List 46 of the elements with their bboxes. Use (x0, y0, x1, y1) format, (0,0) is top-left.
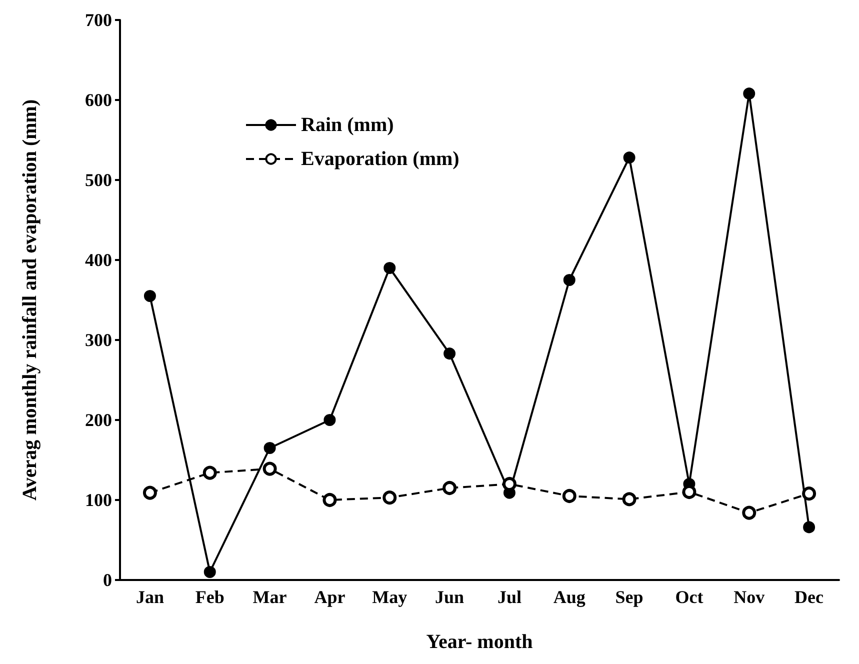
point (204, 566, 216, 578)
point (803, 521, 816, 534)
x-tick-label: Apr (314, 587, 346, 607)
y-tick-label: 200 (85, 410, 112, 430)
x-tick-label: Dec (794, 587, 824, 607)
point (442, 481, 457, 495)
point (622, 492, 636, 506)
x-tick-label: Mar (252, 587, 287, 607)
point (682, 485, 696, 499)
y-tick-label: 400 (85, 250, 112, 270)
point (623, 152, 636, 164)
point (502, 477, 516, 491)
point (563, 274, 576, 286)
point (382, 490, 397, 505)
point (384, 262, 396, 274)
point (743, 88, 756, 100)
y-tick-label: 0 (103, 570, 112, 590)
point (202, 466, 217, 480)
y-axis-title: Averag monthly rainfall and evaporation (mm) (19, 99, 41, 501)
x-tick-label: May (372, 587, 408, 607)
point (144, 290, 156, 302)
x-axis-title: Year- month (426, 631, 533, 653)
point (324, 414, 336, 426)
x-tick-label: Sep (615, 587, 644, 607)
x-tick-label: Jun (435, 587, 464, 607)
point (742, 506, 756, 520)
y-tick-label: 100 (85, 490, 112, 510)
point (562, 489, 576, 503)
legend-label: Evaporation (mm) (301, 148, 460, 170)
y-tick-label: 700 (85, 10, 112, 30)
y-tick-label: 600 (85, 90, 112, 110)
point (322, 493, 337, 507)
point (264, 442, 276, 454)
point (142, 486, 157, 500)
legend-label: Rain (mm) (301, 114, 394, 136)
x-tick-label: Nov (734, 587, 765, 607)
point (262, 462, 277, 476)
x-tick-label: Aug (553, 587, 586, 607)
x-tick-label: Feb (195, 587, 224, 607)
x-tick-label: Oct (675, 587, 704, 607)
x-tick-label: Jan (136, 587, 164, 607)
point (802, 486, 816, 501)
y-tick-label: 300 (85, 330, 112, 350)
x-tick-label: Jul (497, 587, 522, 607)
y-tick-label: 500 (85, 170, 112, 190)
point (444, 348, 456, 360)
